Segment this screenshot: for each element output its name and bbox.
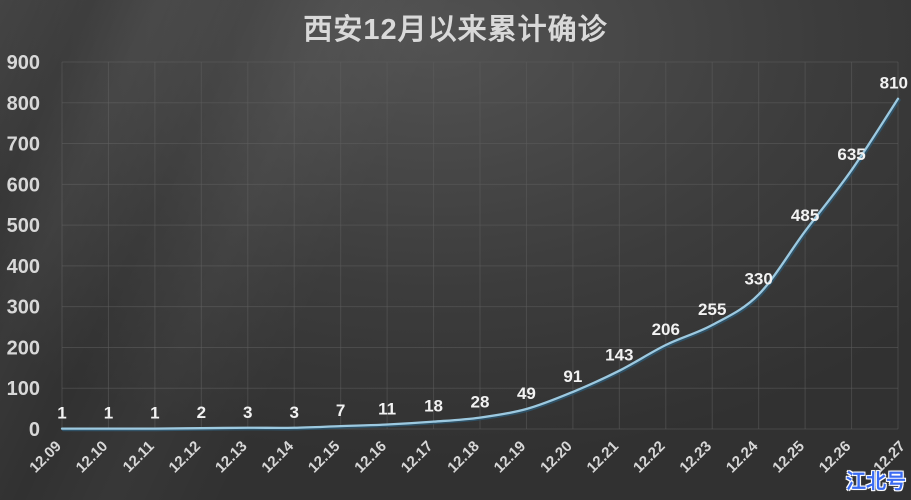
svg-text:600: 600 xyxy=(7,174,40,196)
svg-text:12.10: 12.10 xyxy=(73,438,112,477)
svg-text:12.15: 12.15 xyxy=(305,438,344,477)
svg-text:500: 500 xyxy=(7,215,40,237)
svg-text:1: 1 xyxy=(57,404,66,423)
svg-text:12.20: 12.20 xyxy=(537,438,576,477)
svg-text:12.17: 12.17 xyxy=(398,438,437,477)
svg-text:485: 485 xyxy=(791,206,819,225)
svg-text:100: 100 xyxy=(7,378,40,400)
svg-text:1: 1 xyxy=(104,404,113,423)
svg-text:200: 200 xyxy=(7,337,40,359)
svg-text:206: 206 xyxy=(652,320,680,339)
svg-text:635: 635 xyxy=(837,145,865,164)
svg-text:28: 28 xyxy=(471,393,490,412)
svg-text:1: 1 xyxy=(150,404,159,423)
svg-text:0: 0 xyxy=(29,419,40,441)
svg-text:2: 2 xyxy=(197,403,206,422)
svg-text:12.09: 12.09 xyxy=(26,438,65,477)
svg-text:12.22: 12.22 xyxy=(630,438,669,477)
svg-text:810: 810 xyxy=(880,74,908,93)
svg-text:7: 7 xyxy=(336,401,345,420)
svg-text:12.14: 12.14 xyxy=(258,437,297,476)
svg-text:11: 11 xyxy=(378,400,396,419)
svg-text:12.11: 12.11 xyxy=(120,438,158,476)
svg-text:12.18: 12.18 xyxy=(444,438,483,477)
svg-text:49: 49 xyxy=(517,384,536,403)
svg-text:12.24: 12.24 xyxy=(723,437,762,476)
svg-text:300: 300 xyxy=(7,297,40,319)
svg-text:91: 91 xyxy=(563,367,582,386)
svg-text:12.16: 12.16 xyxy=(351,438,390,477)
svg-text:3: 3 xyxy=(243,403,252,422)
svg-text:12.13: 12.13 xyxy=(212,438,251,477)
svg-text:700: 700 xyxy=(7,134,40,156)
svg-text:400: 400 xyxy=(7,256,40,278)
svg-text:800: 800 xyxy=(7,93,40,115)
svg-text:12.19: 12.19 xyxy=(491,438,530,477)
svg-text:12.21: 12.21 xyxy=(584,438,623,477)
svg-text:12.23: 12.23 xyxy=(676,438,715,477)
svg-text:143: 143 xyxy=(605,346,633,365)
svg-text:900: 900 xyxy=(7,52,40,74)
svg-text:18: 18 xyxy=(424,397,443,416)
svg-text:3: 3 xyxy=(289,403,298,422)
svg-text:330: 330 xyxy=(744,269,772,288)
svg-text:255: 255 xyxy=(698,300,726,319)
svg-text:12.12: 12.12 xyxy=(166,438,205,477)
svg-text:12.25: 12.25 xyxy=(769,438,808,477)
